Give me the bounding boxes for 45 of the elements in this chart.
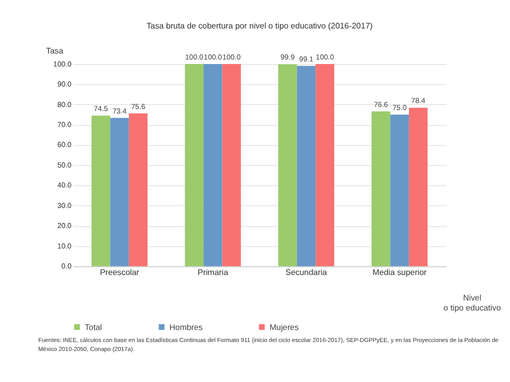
data-label: 73.4 bbox=[112, 106, 127, 116]
y-tick-label: 40.0 bbox=[57, 180, 72, 190]
bar bbox=[408, 108, 428, 266]
data-label: 100.0 bbox=[222, 52, 241, 62]
legend-label: Hombres bbox=[169, 322, 203, 332]
data-label: 100.0 bbox=[204, 52, 222, 62]
x-tick-label: Media superior bbox=[372, 268, 427, 277]
y-tick-label: 30.0 bbox=[57, 200, 72, 210]
y-tick-label: 50.0 bbox=[57, 160, 72, 170]
y-tick-label: 60.0 bbox=[57, 140, 72, 150]
y-tick-label: 10.0 bbox=[57, 241, 72, 250]
bar bbox=[128, 113, 148, 266]
bar bbox=[316, 64, 334, 266]
y-tick-label: 70.0 bbox=[57, 120, 72, 129]
bar bbox=[222, 64, 241, 266]
x-tick-label: Preescolar bbox=[100, 268, 140, 277]
y-tick-label: 20.0 bbox=[57, 221, 72, 230]
bar bbox=[184, 64, 204, 266]
data-label: 74.5 bbox=[94, 104, 108, 114]
data-label: 75.0 bbox=[392, 103, 407, 112]
legend-label: Mujeres bbox=[270, 322, 299, 332]
x-tick-label: Primaria bbox=[198, 268, 229, 277]
data-label: 78.4 bbox=[411, 96, 426, 106]
data-label: 100.0 bbox=[316, 52, 334, 62]
y-tick-label: 80.0 bbox=[57, 100, 72, 109]
data-label: 99.9 bbox=[280, 52, 295, 62]
y-tick-label: 0.0 bbox=[61, 262, 72, 271]
bar bbox=[372, 111, 390, 266]
x-tick-label: Secundaria bbox=[286, 268, 328, 277]
data-label: 76.6 bbox=[374, 100, 388, 109]
y-axis-title: Tasa bbox=[46, 46, 64, 56]
chart-title: Tasa bruta de cobertura por nivel o tipo educativo (2016-2017) bbox=[146, 22, 373, 31]
bar bbox=[204, 64, 222, 266]
data-label: 75.6 bbox=[131, 102, 146, 111]
y-tick-label: 90.0 bbox=[57, 80, 72, 89]
data-label: 99.1 bbox=[299, 54, 314, 64]
y-tick-label: 100.0 bbox=[53, 59, 72, 68]
bar bbox=[92, 116, 110, 266]
bar bbox=[278, 64, 297, 266]
bar bbox=[110, 118, 129, 266]
x-axis-title: Nivel o tipo educativo bbox=[444, 293, 502, 312]
bar bbox=[296, 66, 316, 266]
data-label: 100.0 bbox=[185, 52, 204, 62]
legend-label: Total bbox=[84, 322, 102, 332]
bar bbox=[390, 114, 409, 266]
